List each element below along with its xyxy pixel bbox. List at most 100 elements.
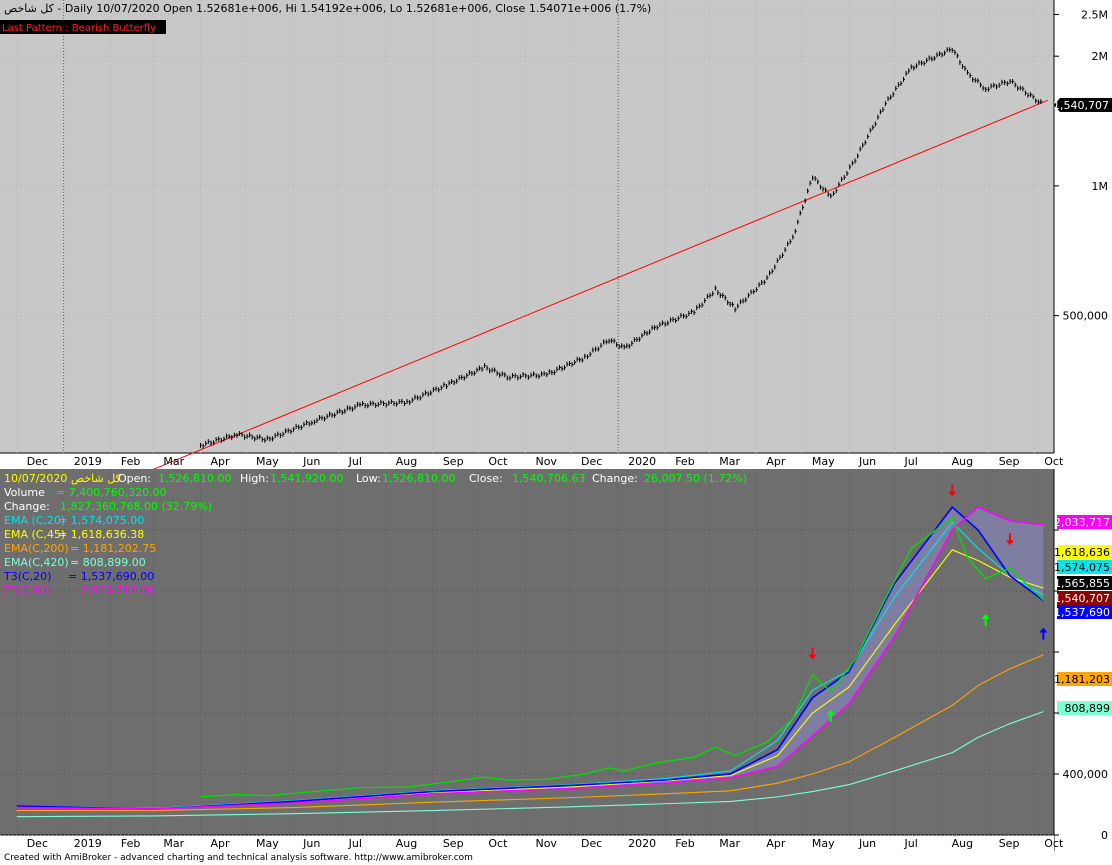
pattern-label: Last Pattern : Bearish Butterfly: [2, 23, 156, 34]
ind5-value: = 1,537,690.00: [68, 570, 154, 583]
bottom-xtick-label: Mar: [163, 837, 184, 850]
last-price-label: 1,540,707: [1053, 99, 1109, 112]
bottom-axis-bg: [1054, 469, 1112, 851]
info-close-label: Close:: [469, 472, 503, 485]
bottom-xtick-label: Feb: [121, 837, 140, 850]
series-line-6: [16, 506, 1044, 810]
ind6-label: T3(C,60): [3, 584, 51, 597]
value-tag-label: 1,574,075: [1054, 561, 1110, 574]
vchange-label: Change:: [4, 500, 50, 513]
bottom-xtick-label: Dec: [27, 837, 48, 850]
series-line-5: [16, 505, 1044, 810]
ind3-value: = 1,181,202.75: [70, 542, 156, 555]
ind5-label: T3(C,20): [3, 570, 51, 583]
top-xtick-label: Feb: [675, 455, 694, 468]
top-xtick-label: Aug: [952, 455, 973, 468]
bottom-xtick-label: May: [812, 837, 835, 850]
bottom-xtick-label: Oct: [488, 837, 508, 850]
buy-arrow: [1039, 627, 1048, 640]
info-open-label: Open:: [118, 472, 151, 485]
bottom-xtick-label: Jun: [302, 837, 320, 850]
top-ytick-label: 2.5M: [1081, 8, 1108, 21]
top-xtick-label: Sep: [443, 455, 464, 468]
value-tag: [1057, 591, 1112, 605]
value-tag: [1057, 605, 1112, 619]
value-tag-label: 2,033,717: [1054, 516, 1110, 529]
ind4-value: = 808,899.00: [70, 556, 146, 569]
value-tag: [1057, 672, 1112, 686]
bottom-xtick-label: Nov: [535, 837, 557, 850]
info-close-value: 1,540,706.63: [512, 472, 585, 485]
sell-arrow: [808, 647, 817, 660]
value-tag-label: 808,899: [1065, 702, 1111, 715]
bottom-xtick-label: 2019: [74, 837, 102, 850]
value-tag: [1057, 701, 1112, 715]
bottom-xtick-label: Feb: [675, 837, 694, 850]
value-tag-label: 1,565,855: [1054, 577, 1110, 590]
trend-line: [153, 99, 1049, 470]
bottom-ytick-label: 0: [1101, 829, 1108, 842]
top-xtick-label: Mar: [719, 455, 740, 468]
value-tag-label: 1,537,690: [1054, 606, 1110, 619]
top-xtick-label: Feb: [121, 455, 140, 468]
top-ytick-label: 500,000: [1063, 310, 1109, 323]
info-change-label: Change:: [592, 472, 638, 485]
bottom-xtick-label: Sep: [443, 837, 464, 850]
bottom-xtick-label: Apr: [210, 837, 230, 850]
top-xtick-label: Jul: [904, 455, 918, 468]
value-tag-label: 1,540,707: [1054, 592, 1110, 605]
top-xtick-label: Aug: [396, 455, 417, 468]
top-xaxis-bg: [0, 453, 1054, 469]
buy-arrow: [826, 709, 835, 722]
bottom-xtick-label: Sep: [999, 837, 1020, 850]
series-line-4: [16, 711, 1044, 818]
top-xtick-label: May: [812, 455, 835, 468]
top-ytick-label: 1M: [1092, 180, 1109, 193]
info-high-value: 1,541,920.00: [270, 472, 343, 485]
volume-label: Volume: [4, 486, 45, 499]
top-ytick-label: 2M: [1092, 50, 1109, 63]
bottom-xtick-label: Jun: [858, 837, 876, 850]
ind1-label: EMA (C,20): [4, 514, 65, 527]
info-change-value: 26,007.50 (1.72%): [644, 472, 747, 485]
ind6-value: = 2,033,717.00: [68, 584, 154, 597]
top-xtick-label: Sep: [999, 455, 1020, 468]
top-xtick-label: Apr: [766, 455, 786, 468]
ind3-label: EMA(C,200): [4, 542, 69, 555]
top-xtick-label: Mar: [163, 455, 184, 468]
bottom-xtick-label: Apr: [766, 837, 786, 850]
sell-arrow: [1005, 533, 1014, 546]
top-axis-bg: [1054, 0, 1112, 453]
bottom-xtick-label: Jul: [904, 837, 918, 850]
info-symbol: کل شاخص 10/07/2020: [4, 472, 122, 485]
top-xtick-label: Nov: [535, 455, 557, 468]
bottom-xtick-label: Dec: [581, 837, 602, 850]
top-xtick-label: Dec: [581, 455, 602, 468]
bottom-xtick-label: Mar: [719, 837, 740, 850]
value-tag: [1057, 576, 1112, 590]
value-tag-label: 1,618,636: [1054, 546, 1110, 559]
bottom-xtick-label: Jul: [348, 837, 362, 850]
value-tag-label: 1,181,203: [1054, 673, 1110, 686]
value-tag: [1057, 560, 1112, 574]
bottom-ytick-label: 400,000: [1063, 768, 1109, 781]
top-panel-bg: [0, 0, 1054, 453]
sell-arrow: [948, 484, 957, 497]
top-xtick-label: Apr: [210, 455, 230, 468]
buy-arrow: [981, 613, 990, 626]
value-tag: [1057, 515, 1112, 529]
top-xtick-label: May: [256, 455, 279, 468]
vchange-value: 1,827,360,768.00 (32.79%): [60, 500, 212, 513]
ind2-value: = 1,618,636.38: [58, 528, 144, 541]
last-price-tag: [1054, 97, 1112, 112]
bottom-xtick-label: Aug: [952, 837, 973, 850]
top-header-text: کل شاخص - Daily 10/07/2020 Open 1.52681e…: [4, 2, 651, 15]
pattern-label-bg: [0, 20, 166, 34]
info-high-label: High:: [240, 472, 269, 485]
ind2-label: EMA (C,45): [4, 528, 65, 541]
top-xtick-label: Jul: [348, 455, 362, 468]
info-open-value: 1,526,810.00: [158, 472, 231, 485]
top-xtick-label: Dec: [27, 455, 48, 468]
ind1-value: = 1,574,075.00: [58, 514, 144, 527]
